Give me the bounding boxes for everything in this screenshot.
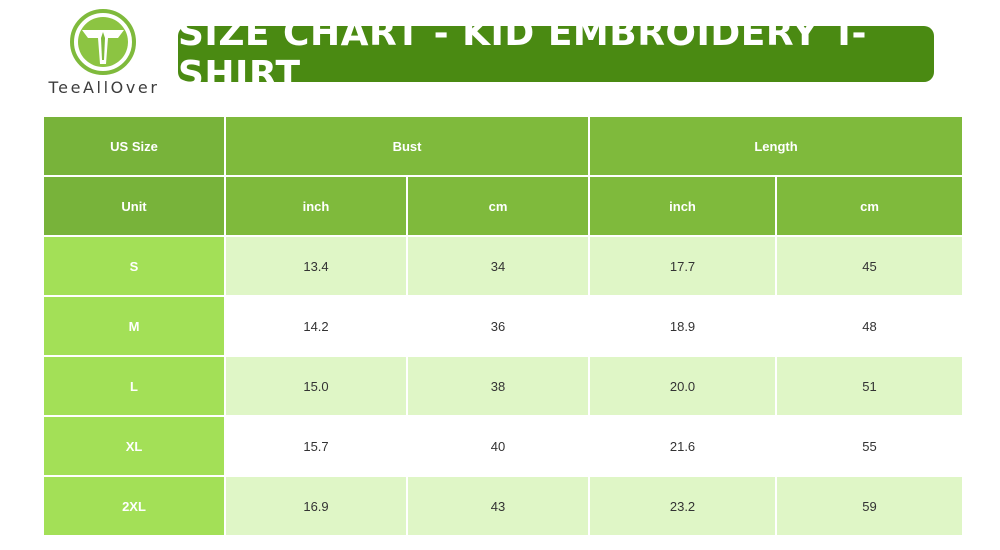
bust-cm-cell: 43 [405,475,591,537]
header-row-2: Unit inch cm inch cm [42,175,965,237]
size-cell: M [42,295,226,357]
brand-logo: TeeAllOver [34,6,174,98]
header-length: Length [588,115,965,177]
size-cell: XL [42,415,226,477]
bust-inch-cell: 15.0 [224,355,408,417]
length-inch-cell: 23.2 [588,475,778,537]
header-us-size: US Size [42,115,226,177]
tee-logo-icon [70,9,136,75]
table-row: M 14.2 36 18.9 48 [42,295,965,357]
size-table: US Size Bust Length Unit inch cm inch cm… [42,115,965,537]
size-cell: L [42,355,226,417]
table-row: XL 15.7 40 21.6 55 [42,415,965,477]
size-cell: 2XL [42,475,226,537]
brand-logo-text: TeeAllOver [48,78,160,97]
length-cm-cell: 59 [775,475,965,537]
bust-inch-cell: 13.4 [224,235,408,297]
header-row-1: US Size Bust Length [42,115,965,177]
length-inch-cell: 20.0 [588,355,778,417]
header-bust-cm: cm [405,175,591,237]
table-row: L 15.0 38 20.0 51 [42,355,965,417]
bust-inch-cell: 14.2 [224,295,408,357]
bust-inch-cell: 16.9 [224,475,408,537]
length-cm-cell: 45 [775,235,965,297]
length-cm-cell: 48 [775,295,965,357]
bust-inch-cell: 15.7 [224,415,408,477]
bust-cm-cell: 34 [405,235,591,297]
bust-cm-cell: 40 [405,415,591,477]
header-bust: Bust [223,115,591,177]
page-title: SIZE CHART - KID EMBROIDERY T-SHIRT [178,13,867,95]
length-cm-cell: 55 [775,415,965,477]
bust-cm-cell: 38 [405,355,591,417]
table-row: S 13.4 34 17.7 45 [42,235,965,297]
bust-cm-cell: 36 [405,295,591,357]
table-row: 2XL 16.9 43 23.2 59 [42,475,965,537]
title-banner: SIZE CHART - KID EMBROIDERY T-SHIRT [178,13,934,95]
header-length-inch: inch [588,175,778,237]
length-inch-cell: 17.7 [588,235,778,297]
header-unit: Unit [42,175,226,237]
length-inch-cell: 18.9 [588,295,778,357]
length-inch-cell: 21.6 [588,415,778,477]
header-length-cm: cm [775,175,965,237]
header-bust-inch: inch [224,175,408,237]
size-cell: S [42,235,226,297]
length-cm-cell: 51 [775,355,965,417]
